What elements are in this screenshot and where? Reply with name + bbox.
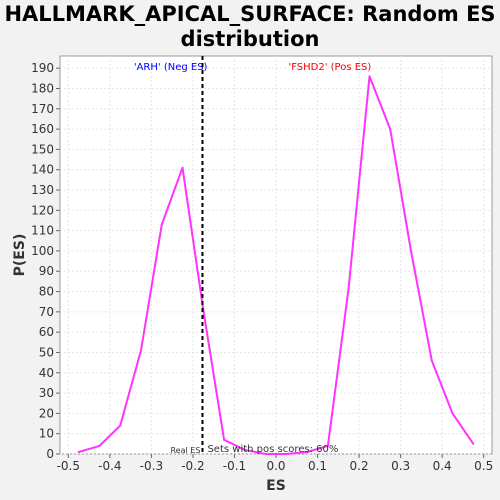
data-point (264, 453, 267, 455)
y-tick-label: 110 (31, 224, 54, 238)
data-point (306, 450, 309, 453)
es-distribution-line (78, 75, 475, 455)
y-tick-label: 150 (31, 142, 54, 156)
data-point (243, 448, 246, 451)
y-tick-label: 50 (39, 345, 54, 359)
y-tick-label: 190 (31, 61, 54, 75)
x-tick-label: -0.1 (223, 459, 246, 473)
data-point (368, 75, 371, 78)
data-point (326, 444, 329, 447)
chart-title-line-2: distribution (180, 27, 320, 51)
data-point (430, 359, 433, 362)
data-point (285, 453, 288, 455)
data-point (98, 444, 101, 447)
pos-scores-label: Sets with pos scores: 60% (207, 444, 338, 455)
data-point (389, 128, 392, 131)
y-tick-label: 20 (39, 406, 54, 420)
y-tick-label: 180 (31, 81, 54, 95)
x-tick-label: -0.4 (98, 459, 121, 473)
y-axis-title: P(ES) (12, 234, 28, 277)
plot-area (59, 55, 493, 455)
grid-lines (60, 56, 492, 455)
y-tick-label: 90 (39, 264, 54, 278)
x-tick-label: -0.5 (57, 459, 80, 473)
x-tick-label: 0.2 (350, 459, 369, 473)
data-point (410, 249, 412, 252)
data-point (119, 424, 122, 427)
data-point (223, 438, 226, 441)
chart-title-line-1: HALLMARK_APICAL_SURFACE: Random ES (4, 2, 496, 26)
data-point (140, 349, 142, 352)
x-tick-label: 0.5 (474, 459, 493, 473)
data-point (77, 450, 80, 453)
y-tick-label: 140 (31, 163, 54, 177)
x-tick-label: 0.3 (391, 459, 410, 473)
data-point (181, 166, 184, 169)
y-tick-label: 60 (39, 325, 54, 339)
data-point (347, 286, 350, 289)
y-tick-label: 40 (39, 366, 54, 380)
x-tick-label: -0.3 (140, 459, 163, 473)
x-axis: -0.5 -0.4 -0.3 -0.2 -0.1 0.0 0.1 0.2 0.3 0.4 0.5 (57, 454, 493, 473)
y-tick-label: 80 (39, 285, 54, 299)
y-tick-label: 120 (31, 203, 54, 217)
y-tick-label: 130 (31, 183, 54, 197)
x-tick-label: -0.2 (181, 459, 204, 473)
y-tick-label: 170 (31, 102, 54, 116)
y-tick-label: 160 (31, 122, 54, 136)
x-tick-label: 0.1 (308, 459, 327, 473)
chart-title: HALLMARK_APICAL_SURFACE: Random ES distr… (0, 2, 500, 52)
y-axis: 0 10 20 30 40 50 60 70 80 90 100 110 120 130 140 150 160… (31, 61, 60, 461)
x-axis-title: ES (266, 478, 286, 494)
y-tick-label: 100 (31, 244, 54, 258)
x-tick-label: 0.0 (266, 459, 285, 473)
x-tick-label: 0.4 (433, 459, 452, 473)
y-tick-label: 70 (39, 305, 54, 319)
real-es-label: Real ES (170, 446, 200, 455)
y-tick-label: 0 (46, 447, 54, 461)
data-point (451, 412, 454, 415)
y-tick-label: 30 (39, 386, 54, 400)
neg-es-label: 'ARH' (Neg ES) (134, 62, 208, 73)
data-point (472, 442, 475, 445)
y-tick-label: 10 (39, 427, 54, 441)
data-point (160, 223, 163, 226)
pos-es-label: 'FSHD2' (Pos ES) (288, 62, 371, 73)
